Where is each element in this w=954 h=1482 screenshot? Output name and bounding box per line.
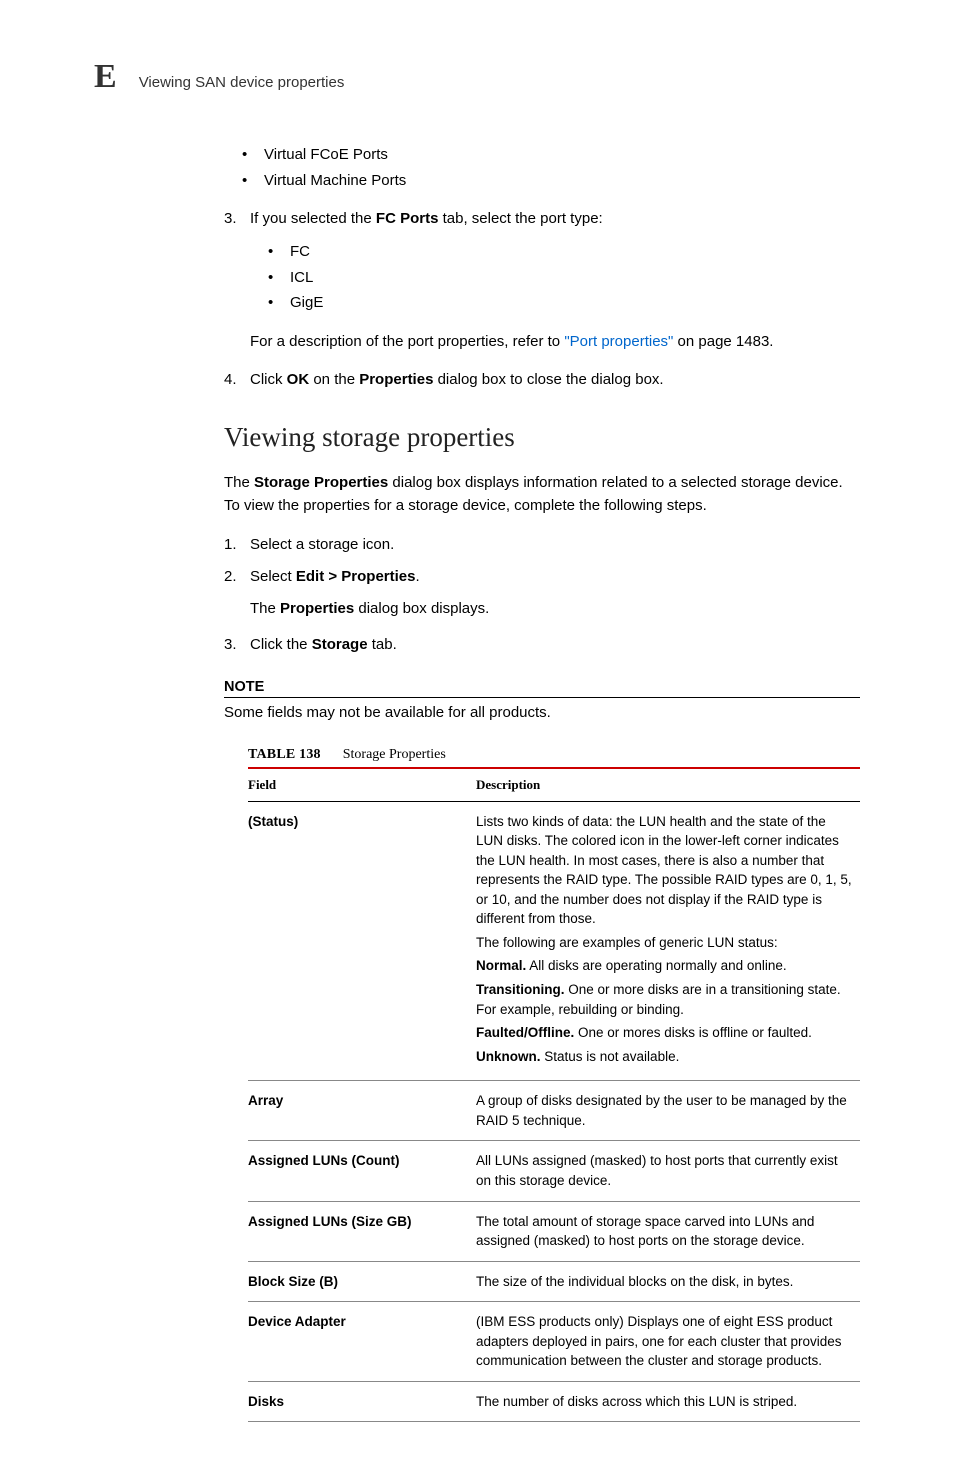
table-138: TABLE 138 Storage Properties Field Descr… [248,747,860,1423]
step-number: 3. [224,633,250,657]
page: E Viewing SAN device properties Virtual … [0,0,954,1482]
proc-step-3: 3. Click the Storage tab. [224,633,860,657]
col-description: Description [476,769,860,802]
desc-cell: The total amount of storage space carved… [476,1201,860,1261]
list-item: Virtual Machine Ports [264,168,860,194]
step-number: 1. [224,533,250,557]
table-row: Assigned LUNs (Count) All LUNs assigned … [248,1141,860,1201]
table-row: Device Adapter (IBM ESS products only) D… [248,1302,860,1382]
field-cell: Block Size (B) [248,1261,476,1302]
list-item: ICL [290,265,860,291]
desc-cell: The size of the individual blocks on the… [476,1261,860,1302]
table-row: Array A group of disks designated by the… [248,1081,860,1141]
note-block: NOTE Some fields may not be available fo… [224,679,860,725]
desc-cell: (IBM ESS products only) Displays one of … [476,1302,860,1382]
field-cell: Assigned LUNs (Count) [248,1141,476,1201]
step-text: If you selected the FC Ports tab, select… [250,207,860,231]
col-field: Field [248,769,476,802]
intro-paragraph: The Storage Properties dialog box displa… [224,471,860,518]
note-text: Some fields may not be available for all… [224,704,551,721]
table-row: Assigned LUNs (Size GB) The total amount… [248,1201,860,1261]
step-number: 2. [224,565,250,589]
step-text: Select a storage icon. [250,533,860,557]
table-caption: Storage Properties [343,747,446,763]
field-cell: Array [248,1081,476,1141]
field-cell: Disks [248,1381,476,1422]
table-header-row: Field Description [248,769,860,802]
desc-cell: The number of disks across which this LU… [476,1381,860,1422]
section-heading: Viewing storage properties [224,422,860,453]
appendix-letter: E [94,60,117,94]
desc-cell: A group of disks designated by the user … [476,1081,860,1141]
proc-step-2: 2. Select Edit > Properties. [224,565,860,589]
proc-step-2-sub: The Properties dialog box displays. [250,597,860,621]
field-cell: (Status) [248,801,476,1081]
list-item: FC [290,239,860,265]
step-4: 4. Click OK on the Properties dialog box… [224,368,860,392]
port-properties-link[interactable]: "Port properties" [564,333,673,350]
list-item: Virtual FCoE Ports [264,142,860,168]
field-cell: Device Adapter [248,1302,476,1382]
main-content: Virtual FCoE Ports Virtual Machine Ports… [224,142,860,1422]
header-title: Viewing SAN device properties [139,74,345,91]
note-label: NOTE [224,679,860,698]
table-row: Block Size (B) The size of the individua… [248,1261,860,1302]
table-row: Disks The number of disks across which t… [248,1381,860,1422]
step-3-bullets: FC ICL GigE [250,239,860,316]
list-item: GigE [290,290,860,316]
page-header: E Viewing SAN device properties [94,60,860,94]
table-number: TABLE 138 [248,747,321,763]
step-number: 4. [224,368,250,392]
step-text: Select Edit > Properties. [250,565,860,589]
storage-properties-table: Field Description (Status) Lists two kin… [248,769,860,1423]
table-title-row: TABLE 138 Storage Properties [248,747,860,769]
proc-step-1: 1. Select a storage icon. [224,533,860,557]
step-text: Click OK on the Properties dialog box to… [250,368,860,392]
desc-cell: All LUNs assigned (masked) to host ports… [476,1141,860,1201]
top-bullet-list: Virtual FCoE Ports Virtual Machine Ports [224,142,860,193]
table-row: (Status) Lists two kinds of data: the LU… [248,801,860,1081]
desc-cell: Lists two kinds of data: the LUN health … [476,801,860,1081]
step-3-after: For a description of the port properties… [250,330,860,354]
step-number: 3. [224,207,250,231]
field-cell: Assigned LUNs (Size GB) [248,1201,476,1261]
step-text: Click the Storage tab. [250,633,860,657]
step-3: 3. If you selected the FC Ports tab, sel… [224,207,860,231]
